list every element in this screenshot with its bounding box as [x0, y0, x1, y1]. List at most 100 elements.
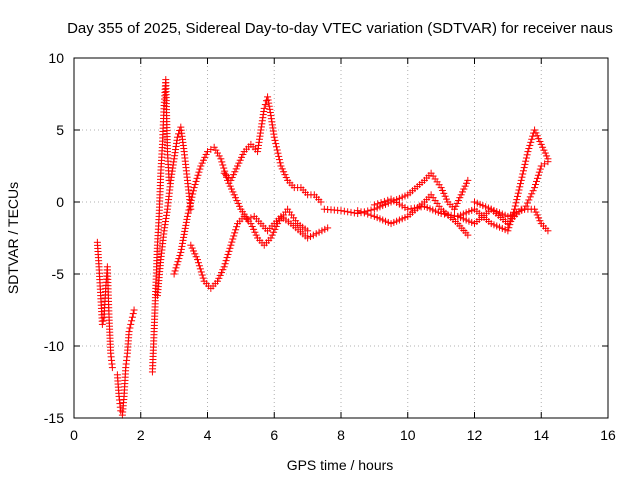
- data-point-fill: [129, 310, 137, 318]
- data-point-fill: [523, 199, 531, 207]
- data-point-fill: [270, 228, 278, 236]
- data-point-fill: [188, 244, 196, 252]
- data-point-fill: [360, 209, 368, 217]
- data-point-fill: [512, 199, 520, 207]
- data-point-fill: [179, 236, 187, 244]
- data-point-fill: [229, 235, 237, 243]
- data-point: [127, 320, 135, 328]
- data-point-fill: [232, 165, 240, 173]
- data-point-fill: [225, 247, 233, 255]
- plot-frame: [73, 57, 609, 419]
- data-point-fill: [318, 227, 326, 235]
- data-point-fill: [177, 245, 185, 253]
- data-point: [324, 224, 332, 232]
- data-point-fill: [272, 140, 280, 148]
- data-point-fill: [232, 226, 240, 234]
- series-sat-g: [220, 93, 325, 206]
- data-point-fill: [226, 182, 234, 190]
- data-point-fill: [528, 190, 536, 198]
- data-point-fill: [196, 265, 204, 273]
- data-point-fill: [511, 202, 519, 210]
- data-point-fill: [198, 271, 206, 279]
- data-point: [214, 277, 222, 285]
- data-point-fill: [172, 264, 180, 272]
- data-point: [531, 205, 539, 213]
- data-point-fill: [534, 171, 542, 179]
- data-point-fill: [519, 170, 527, 178]
- series-sat-j: [370, 126, 552, 235]
- data-point-fill: [189, 247, 197, 255]
- data-point-fill: [519, 167, 527, 175]
- data-point-fill: [222, 257, 230, 265]
- data-point-fill: [533, 132, 541, 140]
- data-point-fill: [513, 196, 521, 204]
- data-point: [227, 241, 235, 249]
- x-tick-label: 12: [467, 427, 483, 443]
- data-point-fill: [99, 317, 107, 325]
- data-point-fill: [191, 181, 199, 189]
- data-point: [210, 143, 218, 151]
- data-point-fill: [215, 274, 223, 282]
- x-axis-label: GPS time / hours: [287, 457, 394, 473]
- data-point-fill: [228, 174, 236, 182]
- data-point-fill: [271, 225, 279, 233]
- data-point-fill: [522, 157, 530, 165]
- data-point-fill: [344, 208, 352, 216]
- data-point: [537, 140, 545, 148]
- data-point-fill: [199, 156, 207, 164]
- ticks: 0 2 4 6 8 10 12 14 16 10 5 0 -5 -10 -15: [44, 50, 616, 443]
- data-point: [504, 227, 512, 235]
- data-point: [337, 207, 345, 215]
- data-point-fill: [230, 171, 238, 179]
- data-point: [220, 263, 228, 271]
- data-point-fill: [234, 199, 242, 207]
- data-point-fill: [184, 209, 192, 217]
- data-point-fill: [192, 177, 200, 185]
- data-point-fill: [182, 221, 190, 229]
- data-point-fill: [193, 174, 201, 182]
- data-point-fill: [195, 262, 203, 270]
- data-point: [247, 220, 255, 228]
- data-point-fill: [218, 158, 226, 166]
- data-point: [234, 162, 242, 170]
- data-point-fill: [126, 324, 134, 332]
- data-point: [457, 191, 465, 199]
- data-point-fill: [181, 224, 189, 232]
- series-sat-h: [320, 169, 472, 218]
- data-point-fill: [367, 211, 375, 219]
- data-point-fill: [274, 149, 282, 157]
- data-point-fill: [231, 229, 239, 237]
- y-tick-label: 10: [48, 50, 64, 66]
- data-point-fill: [191, 250, 199, 258]
- data-point-fill: [384, 196, 392, 204]
- data-point: [544, 227, 552, 235]
- data-point-fill: [229, 188, 237, 196]
- data-point-fill: [128, 317, 136, 325]
- x-tick-label: 4: [204, 427, 212, 443]
- data-point: [464, 176, 472, 184]
- data-point-fill: [306, 233, 314, 241]
- data-point-fill: [201, 153, 209, 161]
- data-point-fill: [535, 168, 543, 176]
- data-point-fill: [178, 242, 186, 250]
- data-point-fill: [276, 159, 284, 167]
- data-point: [217, 155, 225, 163]
- series-sat-i: [354, 191, 472, 239]
- data-point-fill: [198, 159, 206, 167]
- chart-title: Day 355 of 2025, Sidereal Day-to-day VTE…: [67, 20, 613, 37]
- data-point-fill: [187, 196, 195, 204]
- data-point: [173, 133, 181, 141]
- x-tick-label: 16: [600, 427, 616, 443]
- data-point-fill: [221, 260, 229, 268]
- data-point: [98, 320, 106, 328]
- data-point-fill: [516, 180, 524, 188]
- data-point-fill: [230, 232, 238, 240]
- data-point-fill: [272, 143, 280, 151]
- data-point-fill: [454, 197, 462, 205]
- data-point-fill: [441, 192, 449, 200]
- data-point-fill: [173, 261, 181, 269]
- y-axis-label: SDTVAR / TECUs: [5, 182, 21, 294]
- data-point-fill: [180, 233, 188, 241]
- data-point-fill: [458, 188, 466, 196]
